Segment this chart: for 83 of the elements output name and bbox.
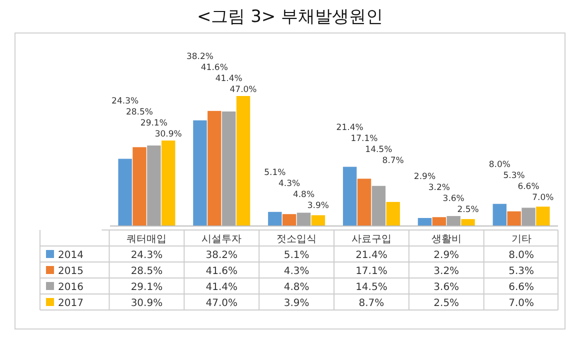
data-label: 5.1% (284, 250, 310, 261)
bar (268, 212, 282, 226)
bar (357, 178, 372, 226)
bar (193, 120, 207, 226)
x-tick-label: 기타 (511, 234, 532, 245)
text: 29.1% (140, 118, 168, 129)
bar (492, 204, 506, 226)
text: 8.0% (488, 160, 510, 170)
text: 7.0% (532, 192, 554, 203)
data-label: 29.1% (130, 282, 163, 293)
bar (296, 212, 311, 226)
legend-label: 2017 (58, 298, 84, 309)
text: 24.3% (112, 96, 139, 107)
data-label: 41.4% (206, 282, 238, 293)
text: 4.8% (292, 190, 315, 200)
bar (342, 166, 357, 226)
text: 17.1% (350, 134, 378, 144)
legend-label: 2015 (58, 266, 84, 277)
text: 41.6% (200, 63, 228, 73)
bar (418, 218, 432, 226)
text: 4.3% (278, 178, 300, 189)
text: 28.5% (126, 108, 154, 118)
bar (446, 216, 460, 226)
text: 38.2% (186, 52, 214, 62)
x-tick-label: 사료구입 (351, 234, 392, 245)
bar (208, 110, 222, 226)
x-tick-label: 시설투자 (202, 234, 242, 245)
data-label: 2.5% (434, 298, 460, 309)
text: 21.4% (336, 122, 364, 133)
text: 30.9% (154, 130, 182, 140)
data-label: 8.0% (508, 250, 534, 261)
text: 5.3% (503, 170, 525, 181)
text: 3.6% (442, 194, 464, 204)
legend-label: 2014 (58, 250, 84, 261)
data-label: 5.3% (508, 266, 534, 277)
data-label: 21.4% (356, 250, 388, 261)
data-label: 2.9% (434, 250, 460, 261)
bar (236, 96, 250, 226)
data-label: 3.6% (434, 282, 460, 293)
data-label: 4.3% (284, 266, 310, 277)
text: 2.5% (457, 205, 479, 216)
data-label: 24.3% (130, 250, 163, 261)
data-label: 6.6% (508, 282, 534, 293)
chart-title: <그림 3> 부채발생원인 (196, 7, 384, 27)
bar (507, 211, 521, 226)
text: 8.7% (382, 156, 404, 166)
bar (386, 202, 400, 226)
data-label: 3.2% (434, 266, 460, 277)
bar (522, 208, 536, 226)
bar (432, 217, 446, 226)
data-label: 8.7% (358, 298, 384, 309)
x-tick-label: 쿼터매입 (126, 234, 167, 245)
data-label: 30.9% (130, 298, 163, 309)
data-label: 17.1% (356, 266, 388, 277)
bar (162, 140, 176, 226)
text: 41.4% (215, 74, 242, 84)
text: 47.0% (230, 85, 257, 95)
data-label: 38.2% (206, 250, 238, 261)
bar (132, 147, 146, 226)
text: 6.6% (518, 182, 540, 192)
bar (461, 219, 475, 226)
data-label: 28.5% (130, 266, 163, 277)
bar (118, 158, 132, 226)
bar (311, 215, 326, 226)
text: 3.2% (428, 183, 450, 194)
legend-label: 2016 (58, 282, 84, 293)
data-label: 4.8% (284, 282, 310, 293)
bar (372, 186, 386, 226)
bar (147, 146, 161, 226)
bar (536, 206, 550, 226)
x-tick-label: 생활비 (431, 234, 462, 245)
text: 2.9% (414, 172, 436, 182)
data-label: 14.5% (356, 282, 388, 293)
bar (222, 111, 236, 226)
text: 3.9% (307, 200, 329, 211)
data-label: 41.6% (206, 266, 238, 277)
data-label: 7.0% (508, 298, 534, 309)
text: 14.5% (365, 144, 392, 155)
data-label: 47.0% (206, 298, 238, 309)
data-label: 3.9% (284, 298, 310, 309)
text: 5.1% (264, 168, 286, 178)
x-tick-label: 젓소입식 (276, 234, 317, 245)
bar (282, 214, 296, 226)
